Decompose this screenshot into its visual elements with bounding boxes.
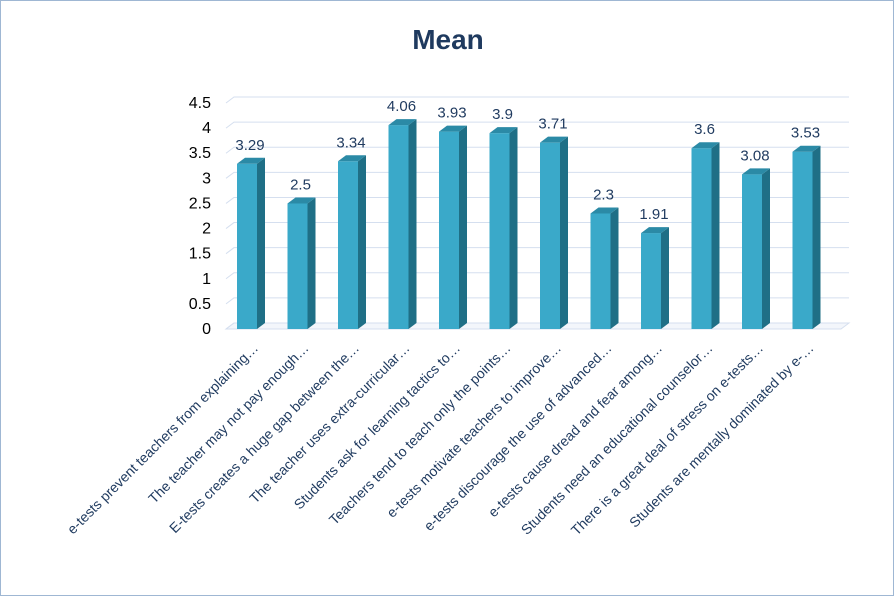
data-label: 3.93 [437,105,466,122]
y-tick-label: 4.5 [189,95,211,112]
gridline [225,121,849,129]
bar-side [812,145,821,329]
bar-side [661,227,669,329]
data-label: 3.53 [791,125,820,142]
bar-front [641,233,661,329]
bar [641,227,669,329]
bar-side [459,125,467,329]
data-label: 3.71 [538,116,567,133]
category-label: e-tests motivate teachers to improve… [383,340,564,521]
bar-front [792,151,813,329]
bar-top [489,127,518,134]
bar-top [590,207,619,214]
bar-side [610,207,619,329]
y-tick-label: 3.5 [189,145,211,162]
y-tick-label: 3 [202,170,211,187]
bar-front [338,161,358,329]
y-tick-label: 1 [202,271,211,288]
bar [590,207,619,329]
bar-front [691,148,712,329]
bar-top [691,142,720,149]
category-labels: e-tests prevent teachers from explaining… [64,340,817,538]
y-tick-label: 2 [202,221,211,238]
data-label: 1.91 [639,206,668,223]
data-label: 3.6 [694,121,715,138]
y-tick-label: 0 [202,321,211,338]
category-label: E-tests creates a huge gap between the… [166,340,362,536]
bar-top [388,119,417,126]
bar-top [792,145,821,152]
category-label: There is a great deal of stress on e-tes… [568,340,766,538]
gridline [225,146,849,154]
bar-side [560,136,568,329]
bar-front [439,131,459,329]
chart-title: Mean [412,24,484,55]
bar-top [540,136,568,143]
data-label: 3.9 [492,106,513,123]
data-label: 4.06 [387,98,416,115]
bar-top [439,125,467,132]
gridline [225,222,849,229]
bar-top [641,227,669,234]
bar-side [762,168,770,329]
category-label: Students need an educational counselor… [518,340,716,538]
bar-side [358,155,366,329]
bar [691,142,720,329]
gridline [225,96,849,104]
bar-side [711,142,720,329]
bar-side [509,127,518,329]
bar [388,119,417,329]
bar-front [540,142,560,329]
bar [287,197,316,329]
bar-front [489,133,510,329]
gridline [225,171,849,179]
bar [338,155,366,329]
data-label: 3.29 [235,137,264,154]
data-labels: 3.29 2.5 3.34 4.06 3.93 3.9 3.71 2.3 1.91 3.6 3.08… [235,98,820,223]
bar-top [237,157,265,164]
bar-side [408,119,417,329]
bar [439,125,467,329]
bar-side [257,157,265,329]
data-label: 2.5 [290,176,311,193]
bar [742,168,770,329]
gridline [225,196,849,204]
bars [237,119,821,329]
data-label: 2.3 [593,186,614,203]
bar-top [742,168,770,175]
y-tick-label: 0.5 [189,296,211,313]
category-label: e-tests discourage the use of advanced… [421,340,615,534]
bar-top [287,197,316,204]
y-tick-label: 1.5 [189,246,211,263]
data-label: 3.34 [336,134,365,151]
data-label: 3.08 [740,147,769,164]
bar-front [237,163,257,329]
y-axis: 0 0.5 1 1.5 2 2.5 3 3.5 4 4.5 [189,95,211,338]
bar-front [590,213,611,329]
bar [489,127,518,329]
bar [792,145,821,329]
bar-side [307,197,316,329]
bar-front [742,174,762,329]
category-label: Students are mentally dominated by e-… [626,340,817,531]
bar [237,157,265,329]
category-label: Teachers tend to teach only the points… [326,340,514,528]
bar-front [388,125,409,329]
bar [540,136,568,329]
category-label: e-tests prevent teachers from explaining… [64,340,261,537]
y-tick-label: 4 [202,120,211,137]
y-tick-label: 2.5 [189,195,211,212]
bar-top [338,155,366,162]
bar-front [287,203,308,329]
